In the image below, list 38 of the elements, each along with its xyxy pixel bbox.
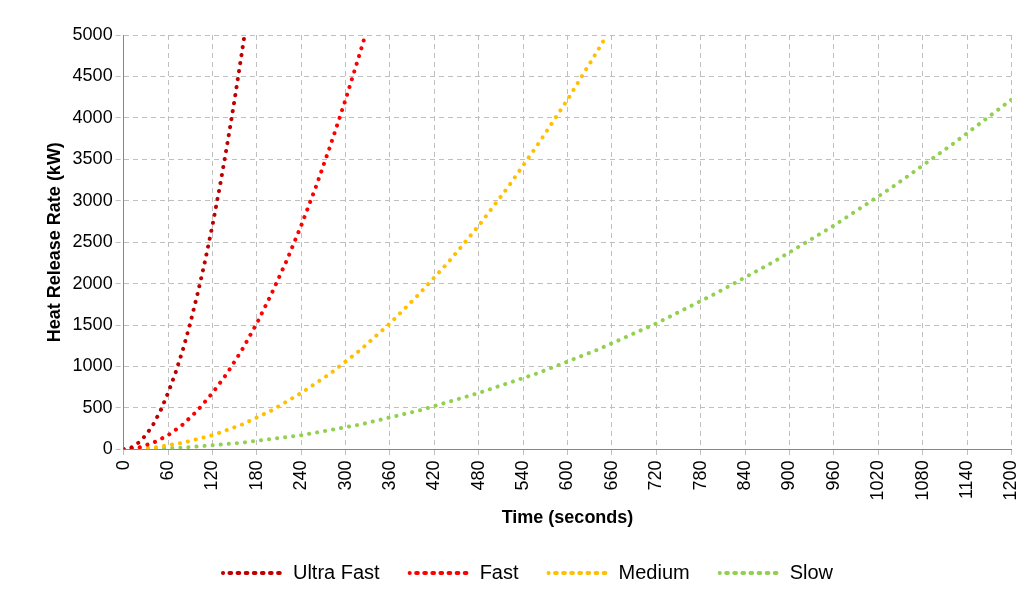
x-tick-label: 60 <box>157 460 177 481</box>
legend-label: Medium <box>618 560 690 583</box>
y-tick-label: 5000 <box>72 23 113 44</box>
y-tick-label: 3000 <box>72 189 113 210</box>
x-tick-label: 780 <box>689 460 710 491</box>
x-tick-label: 360 <box>378 460 399 491</box>
x-tick-label: 1200 <box>1000 460 1021 501</box>
x-tick-label: 720 <box>645 460 666 491</box>
x-tick-label: 420 <box>423 460 444 491</box>
y-tick-label: 3500 <box>72 148 113 169</box>
x-tick-label: 300 <box>334 460 355 491</box>
y-tick-label: 1000 <box>72 355 113 376</box>
y-tick-label: 2500 <box>72 231 113 252</box>
y-tick-label: 500 <box>82 396 113 417</box>
y-tick-label: 2000 <box>72 272 113 293</box>
y-tick-label: 1500 <box>72 314 113 335</box>
legend-label: Slow <box>789 560 834 583</box>
x-tick-label: 600 <box>556 460 577 491</box>
x-tick-label: 660 <box>600 460 621 491</box>
y-tick-label: 4500 <box>72 65 113 86</box>
x-tick-label: 960 <box>822 460 843 491</box>
x-tick-label: 0 <box>112 460 133 471</box>
legend-label: Ultra Fast <box>292 560 381 583</box>
y-tick-label: 4000 <box>72 106 113 127</box>
x-tick-label: 240 <box>290 460 311 491</box>
x-tick-label: 1140 <box>955 460 976 500</box>
x-tick-label: 900 <box>778 460 799 491</box>
x-tick-label: 480 <box>467 460 488 491</box>
legend-label: Fast <box>479 560 519 583</box>
x-tick-label: 120 <box>201 460 222 491</box>
x-axis-title: Time (seconds) <box>501 507 634 528</box>
x-tick-label: 1020 <box>867 460 888 501</box>
x-tick-label: 180 <box>245 460 266 491</box>
x-tick-label: 1080 <box>911 460 932 501</box>
y-axis-title: Heat Release Rate (kW) <box>43 142 64 343</box>
x-tick-label: 540 <box>512 460 533 491</box>
x-tick-label: 840 <box>734 460 755 491</box>
y-tick-label: 0 <box>102 438 113 459</box>
